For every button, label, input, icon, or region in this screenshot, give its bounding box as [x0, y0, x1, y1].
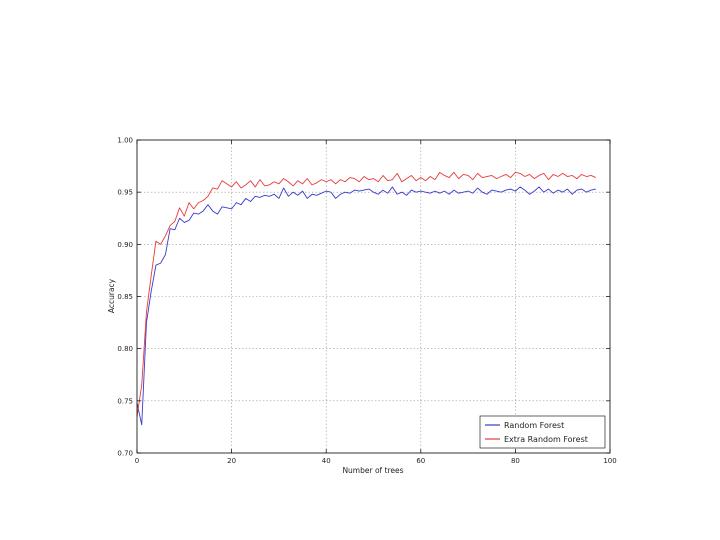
x-tick-label-20: 20 — [227, 457, 236, 465]
y-tick-label-1: 0.75 — [117, 397, 133, 405]
y-tick-label-5: 0.95 — [117, 189, 133, 197]
y-axis-label: Accuracy — [107, 278, 116, 313]
legend: Random Forest Extra Random Forest — [479, 415, 606, 449]
x-tick-label-100: 100 — [603, 457, 616, 465]
y-tick-label-4: 0.90 — [117, 241, 133, 249]
x-tick-label-60: 60 — [416, 457, 425, 465]
legend-box — [479, 415, 606, 449]
legend-label-random-forest: Random Forest — [504, 421, 564, 430]
y-tick-label-0: 0.70 — [117, 450, 133, 458]
x-tick-label-0: 0 — [135, 457, 139, 465]
x-tick-label-40: 40 — [322, 457, 331, 465]
legend-label-extra-random-forest: Extra Random Forest — [504, 435, 588, 444]
x-tick-label-80: 80 — [511, 457, 520, 465]
y-tick-label-3: 0.85 — [117, 293, 133, 301]
y-tick-label-2: 0.80 — [117, 345, 133, 353]
y-tick-label-6: 1.00 — [117, 137, 133, 145]
series-lines — [136, 171, 596, 426]
axis-ticks: 0 20 40 60 80 100 0.70 0.75 0.80 0.85 0.90 0.95 1.00 — [117, 137, 616, 466]
series-line-extra-random-forest — [136, 171, 596, 417]
series-line-random-forest — [136, 186, 596, 426]
x-axis-label: Number of trees — [342, 466, 403, 475]
